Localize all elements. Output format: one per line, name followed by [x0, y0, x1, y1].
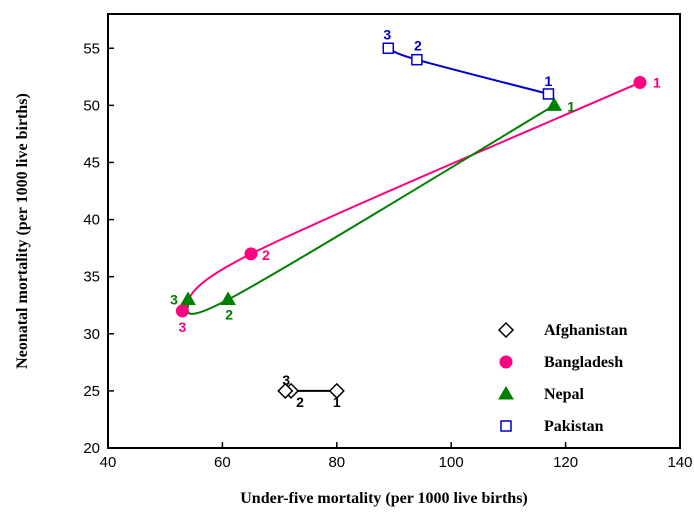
point-label-pakistan-1: 1 — [545, 73, 553, 89]
marker-afghanistan-1 — [328, 382, 345, 399]
y-tick-label: 50 — [83, 97, 100, 114]
y-tick-label: 20 — [83, 440, 100, 457]
x-axis-title: Under-five mortality (per 1000 live birt… — [240, 490, 528, 507]
plot-frame — [107, 13, 681, 449]
marker-nepal-2 — [220, 291, 236, 306]
y-axis-ticks: 20 25 30 35 40 45 50 55 — [83, 40, 114, 457]
legend-label-bangladesh: Bangladesh — [544, 354, 623, 371]
marker-pakistan-1 — [542, 88, 555, 100]
y-tick-label: 35 — [83, 269, 100, 286]
point-label-bangladesh-3: 3 — [178, 319, 186, 335]
legend-marker-nepal — [498, 386, 514, 400]
legend-label-nepal: Nepal — [544, 386, 585, 403]
point-label-nepal-3: 3 — [170, 292, 178, 308]
marker-bangladesh-2 — [244, 247, 258, 261]
curve-nepal — [186, 104, 555, 315]
legend-marker-pakistan — [500, 420, 512, 432]
point-label-afghanistan-3: 3 — [282, 372, 290, 388]
x-tick-label: 120 — [553, 454, 578, 471]
x-tick-label: 40 — [100, 454, 117, 471]
point-label-bangladesh-1: 1 — [653, 75, 661, 91]
y-tick-label: 40 — [83, 212, 100, 229]
marker-bangladesh-1 — [633, 76, 647, 90]
legend-marker-bangladesh — [499, 355, 513, 369]
point-label-nepal-2: 2 — [225, 307, 233, 323]
y-tick-label: 30 — [83, 326, 100, 343]
x-tick-label: 100 — [439, 454, 464, 471]
x-tick-label: 140 — [667, 454, 692, 471]
y-axis-title: Neonatal mortality (per 1000 live births… — [14, 93, 31, 369]
legend-label-pakistan: Pakistan — [544, 418, 604, 435]
x-tick-label: 80 — [328, 454, 345, 471]
y-tick-label: 45 — [83, 154, 100, 171]
curve-bangladesh — [181, 81, 641, 312]
point-label-afghanistan-2: 2 — [296, 394, 304, 410]
marker-nepal-3 — [180, 291, 196, 306]
point-label-bangladesh-2: 2 — [262, 247, 270, 263]
marker-afghanistan-3 — [277, 382, 294, 399]
marker-nepal-1 — [546, 97, 563, 111]
y-tick-label: 55 — [83, 40, 100, 57]
marker-pakistan-3 — [382, 42, 395, 55]
legend-label-afghanistan: Afghanistan — [544, 322, 628, 339]
marker-bangladesh-3 — [175, 304, 189, 318]
x-tick-label: 60 — [214, 454, 231, 471]
legend-marker-afghanistan — [497, 321, 515, 339]
point-label-pakistan-3: 3 — [383, 26, 391, 42]
point-label-afghanistan-1: 1 — [333, 394, 341, 410]
legend: Afghanistan Bangladesh Nepal Pakistan — [497, 321, 628, 435]
plot-frame-group — [107, 13, 681, 449]
x-axis-ticks: 40 60 80 100 120 140 — [100, 442, 693, 471]
data-markers — [175, 42, 647, 399]
point-label-pakistan-2: 2 — [414, 38, 422, 54]
y-tick-label: 25 — [83, 383, 100, 400]
marker-pakistan-2 — [411, 53, 423, 66]
point-label-nepal-1: 1 — [567, 98, 575, 114]
